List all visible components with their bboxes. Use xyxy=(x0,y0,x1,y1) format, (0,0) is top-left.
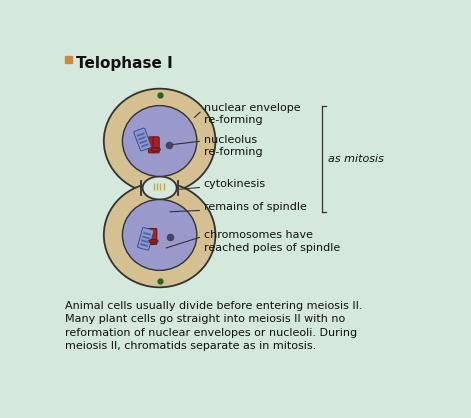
Text: Animal cells usually divide before entering meiosis II.
Many plant cells go stra: Animal cells usually divide before enter… xyxy=(65,301,363,351)
Ellipse shape xyxy=(151,148,161,151)
Bar xyxy=(138,136,146,140)
Ellipse shape xyxy=(143,176,177,199)
Bar xyxy=(140,243,148,247)
FancyBboxPatch shape xyxy=(151,228,157,245)
Text: Telophase I: Telophase I xyxy=(76,56,173,71)
Bar xyxy=(137,133,145,137)
Bar xyxy=(142,236,150,240)
FancyBboxPatch shape xyxy=(138,227,154,250)
FancyBboxPatch shape xyxy=(65,56,72,63)
FancyBboxPatch shape xyxy=(134,128,151,151)
Ellipse shape xyxy=(122,199,197,270)
FancyBboxPatch shape xyxy=(141,182,178,194)
Text: nuclear envelope
re-forming: nuclear envelope re-forming xyxy=(204,102,300,125)
FancyBboxPatch shape xyxy=(153,137,159,153)
Text: remains of spindle: remains of spindle xyxy=(204,202,307,212)
Ellipse shape xyxy=(104,89,215,194)
Bar xyxy=(139,140,147,144)
FancyBboxPatch shape xyxy=(148,137,154,153)
Text: cytokinesis: cytokinesis xyxy=(204,179,266,189)
Ellipse shape xyxy=(122,106,197,176)
Ellipse shape xyxy=(104,183,215,287)
Bar xyxy=(141,143,149,148)
Text: chromosomes have
reached poles of spindle: chromosomes have reached poles of spindl… xyxy=(204,230,340,253)
Text: nucleolus
re-forming: nucleolus re-forming xyxy=(204,135,262,157)
Bar xyxy=(143,232,151,236)
Ellipse shape xyxy=(148,239,158,243)
Text: as mitosis: as mitosis xyxy=(328,154,384,164)
FancyBboxPatch shape xyxy=(146,228,152,245)
Bar xyxy=(141,239,149,243)
